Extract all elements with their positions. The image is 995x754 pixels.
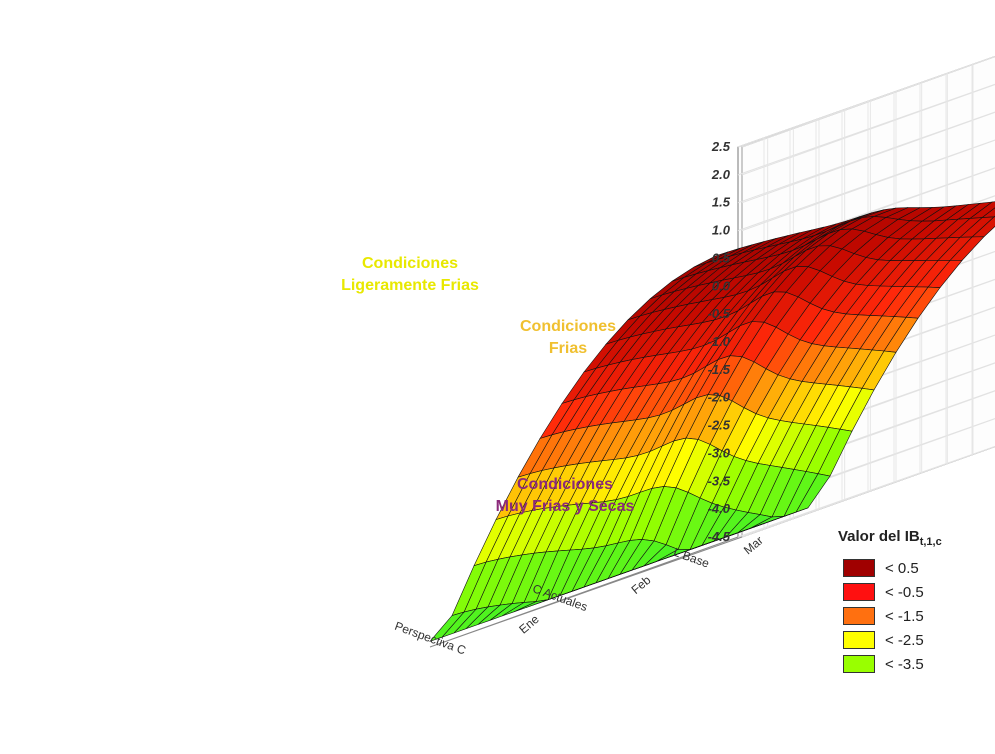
z-tick-label: -0.5 [708,306,731,321]
legend-swatch [843,655,875,673]
legend-label: < -3.5 [885,655,924,673]
surface-annotation: Condiciones Muy Frias y Secas [496,476,635,515]
x-category-label: Feb [629,573,654,597]
legend-swatch [843,559,875,577]
z-tick-label: 2.0 [711,167,731,182]
z-tick-label: 2.5 [711,139,731,154]
z-tick-label: -1.5 [708,362,731,377]
legend-swatch [843,583,875,601]
z-tick-label: -4.5 [708,529,731,544]
z-tick-label: -3.5 [708,473,731,488]
x-category-label: Mar [741,533,766,557]
z-tick-label: 1.0 [712,223,731,238]
z-tick-label: 1.5 [712,195,731,210]
legend-entry: < 0.5 [838,556,988,580]
legend: Valor del IBt,1,c < 0.5 < -0.5 < -1.5 < -2.… [838,528,988,676]
legend-swatch [843,631,875,649]
legend-entry: < -0.5 [838,580,988,604]
legend-label: < -2.5 [885,631,924,649]
z-tick-label: 0.0 [712,278,731,293]
legend-title: Valor del IBt,1,c [838,528,942,548]
legend-swatch [843,607,875,625]
surface-annotation: Condiciones Frias [520,318,616,357]
legend-entry: < -3.5 [838,652,988,676]
legend-entry: < -2.5 [838,628,988,652]
surface-mesh [429,201,995,643]
legend-entry: < -1.5 [838,604,988,628]
surface-cell [429,611,465,643]
annotations: Condiciones Ligeramente Frias Condiciones F… [341,255,634,515]
legend-label: < -0.5 [885,583,924,601]
z-tick-label: -3.0 [708,445,731,460]
legend-label: < 0.5 [885,559,919,577]
z-tick-label: 0.5 [712,250,731,265]
z-tick-label: -2.5 [708,418,731,433]
legend-label: < -1.5 [885,607,924,625]
surface-annotation: Condiciones Ligeramente Frias [341,255,479,294]
z-tick-label: -4.0 [708,501,731,516]
z-tick-label: -2.0 [708,390,731,405]
z-axis-ticks: 2.5 2.0 1.5 1.0 0.5 0.0 -0.5 -1.0 -1.5 -2.0 -2.5 -3… [708,139,731,544]
z-tick-label: -1.0 [708,334,731,349]
